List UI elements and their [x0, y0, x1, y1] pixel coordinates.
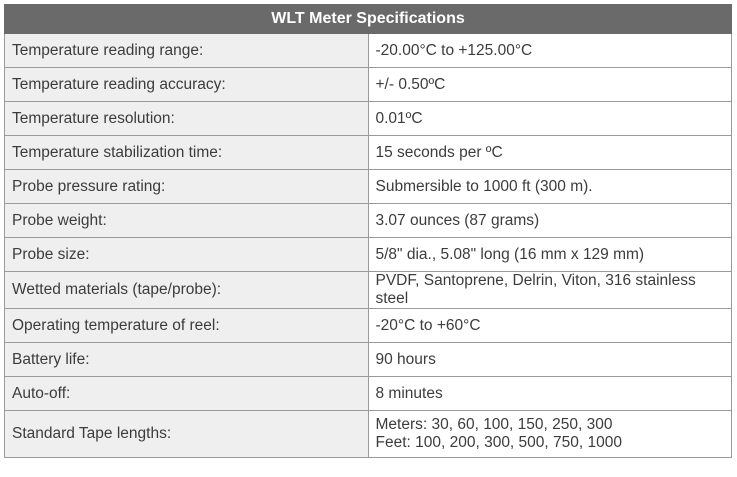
spec-label: Probe weight:	[4, 203, 369, 238]
table-row: Operating temperature of reel: -20°C to …	[4, 308, 732, 343]
spec-value: 15 seconds per ºC	[367, 135, 732, 170]
spec-value: 90 hours	[367, 342, 732, 377]
spec-value: Submersible to 1000 ft (300 m).	[367, 169, 732, 204]
spec-value: Meters: 30, 60, 100, 150, 250, 300 Feet:…	[367, 410, 732, 458]
spec-label: Battery life:	[4, 342, 369, 377]
spec-value: 3.07 ounces (87 grams)	[367, 203, 732, 238]
table-row: Temperature reading accuracy: +/- 0.50ºC	[4, 67, 732, 102]
spec-label: Auto-off:	[4, 376, 369, 411]
table-row: Probe size: 5/8" dia., 5.08" long (16 mm…	[4, 237, 732, 272]
spec-label: Standard Tape lengths:	[4, 410, 369, 458]
spec-value-line: Feet: 100, 200, 300, 500, 750, 1000	[375, 434, 622, 451]
spec-label: Probe pressure rating:	[4, 169, 369, 204]
table-row: Probe pressure rating: Submersible to 10…	[4, 169, 732, 204]
spec-label: Temperature resolution:	[4, 101, 369, 136]
table-header-row: WLT Meter Specifications	[4, 4, 732, 34]
spec-label: Temperature stabilization time:	[4, 135, 369, 170]
table-row: Temperature resolution: 0.01ºC	[4, 101, 732, 136]
spec-label: Probe size:	[4, 237, 369, 272]
spec-value: -20°C to +60°C	[367, 308, 732, 343]
spec-value: 5/8" dia., 5.08" long (16 mm x 129 mm)	[367, 237, 732, 272]
spec-value: -20.00°C to +125.00°C	[367, 33, 732, 68]
table-row: Temperature stabilization time: 15 secon…	[4, 135, 732, 170]
table-row: Standard Tape lengths: Meters: 30, 60, 1…	[4, 410, 732, 458]
spec-label: Wetted materials (tape/probe):	[4, 271, 369, 309]
table-row: Probe weight: 3.07 ounces (87 grams)	[4, 203, 732, 238]
spec-value: 8 minutes	[367, 376, 732, 411]
specifications-table: WLT Meter Specifications Temperature rea…	[4, 4, 732, 458]
table-title: WLT Meter Specifications	[4, 4, 732, 34]
spec-value: +/- 0.50ºC	[367, 67, 732, 102]
spec-label: Temperature reading range:	[4, 33, 369, 68]
table-row: Battery life: 90 hours	[4, 342, 732, 377]
spec-label: Temperature reading accuracy:	[4, 67, 369, 102]
table-row: Temperature reading range: -20.00°C to +…	[4, 33, 732, 68]
spec-value: 0.01ºC	[367, 101, 732, 136]
spec-label: Operating temperature of reel:	[4, 308, 369, 343]
table-row: Auto-off: 8 minutes	[4, 376, 732, 411]
table-row: Wetted materials (tape/probe): PVDF, San…	[4, 271, 732, 309]
spec-value-line: Meters: 30, 60, 100, 150, 250, 300	[375, 416, 613, 433]
spec-value: PVDF, Santoprene, Delrin, Viton, 316 sta…	[367, 271, 732, 309]
